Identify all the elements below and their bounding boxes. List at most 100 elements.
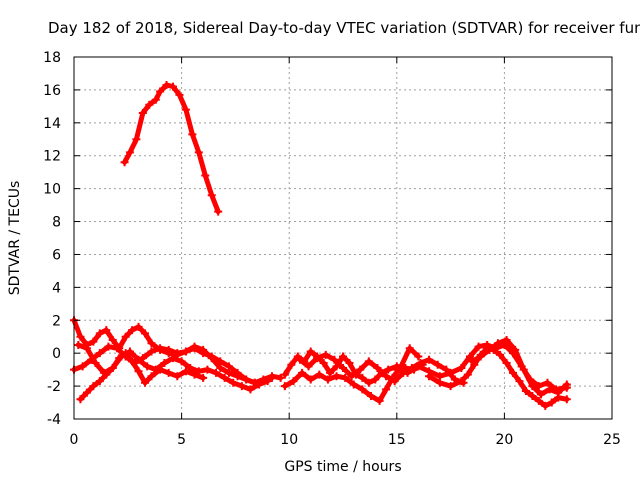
data-point <box>562 395 571 404</box>
data-point <box>102 370 111 379</box>
data-point <box>175 90 184 99</box>
data-point <box>295 355 304 364</box>
data-point <box>304 362 313 371</box>
data-point <box>216 363 225 372</box>
data-point <box>457 363 466 372</box>
data-point <box>164 345 173 354</box>
data-point <box>474 342 483 351</box>
data-point <box>345 359 354 368</box>
data-point <box>289 377 298 386</box>
data-point <box>435 378 444 387</box>
data-point <box>233 372 242 381</box>
data-point <box>347 372 356 381</box>
data-point <box>74 340 83 349</box>
data-point <box>349 380 358 389</box>
data-point <box>121 349 130 358</box>
data-point <box>156 87 165 96</box>
x-tick-label: 5 <box>177 432 186 448</box>
data-point <box>562 380 571 389</box>
data-point <box>280 370 289 379</box>
data-point <box>496 350 505 359</box>
plot-frame <box>73 56 613 420</box>
series-arc-j <box>468 336 571 399</box>
data-point <box>207 191 216 200</box>
data-point <box>164 368 173 377</box>
data-point <box>95 377 104 386</box>
data-point <box>493 339 502 348</box>
y-tick-label: 4 <box>52 280 61 296</box>
data-point <box>326 368 335 377</box>
data-point <box>214 207 223 216</box>
data-point <box>536 390 545 399</box>
y-tick-label: 0 <box>52 346 61 362</box>
data-point <box>276 373 285 382</box>
data-point <box>528 382 537 391</box>
data-point <box>358 385 367 394</box>
data-point <box>125 148 134 157</box>
data-point <box>115 354 124 363</box>
data-point <box>392 365 401 374</box>
y-tick-label: 2 <box>52 313 61 329</box>
data-point <box>554 388 563 397</box>
data-point <box>168 82 177 91</box>
data-point <box>147 372 156 381</box>
data-point <box>541 401 550 410</box>
data-point <box>199 373 208 382</box>
data-point <box>384 365 393 374</box>
series-arc-h <box>392 340 571 394</box>
y-tick-label: 10 <box>43 182 61 198</box>
data-point <box>414 362 423 371</box>
data-point <box>390 377 399 386</box>
data-point <box>356 365 365 374</box>
series-line <box>122 82 221 215</box>
data-point <box>382 385 391 394</box>
data-point <box>141 378 150 387</box>
data-point <box>188 130 197 139</box>
data-point <box>521 387 530 396</box>
data-point <box>145 100 154 109</box>
data-point <box>181 367 190 376</box>
data-point <box>405 344 414 353</box>
x-tick-label: 20 <box>495 432 513 448</box>
data-point <box>263 377 272 386</box>
data-point <box>128 326 137 335</box>
y-tick-label: 14 <box>43 116 61 132</box>
chart-title: Day 182 of 2018, Sidereal Day-to-day VTE… <box>48 19 640 37</box>
data-point <box>168 354 177 363</box>
data-point <box>121 332 130 341</box>
data-point <box>330 355 339 364</box>
data-point <box>89 382 98 391</box>
data-point <box>104 342 113 351</box>
data-point <box>319 359 328 368</box>
data-point <box>364 378 373 387</box>
data-point <box>476 352 485 361</box>
data-point <box>339 363 347 372</box>
data-point <box>364 357 373 366</box>
data-point <box>102 326 111 335</box>
data-point <box>132 135 141 144</box>
data-point <box>446 382 455 391</box>
data-point <box>76 395 85 404</box>
data-points <box>70 80 571 410</box>
data-point <box>177 357 186 366</box>
data-point <box>134 367 143 376</box>
data-point <box>141 329 150 338</box>
data-point <box>515 377 524 386</box>
data-point <box>321 350 330 359</box>
data-point <box>465 352 474 361</box>
data-point <box>151 95 160 104</box>
data-point <box>156 365 165 374</box>
data-point <box>82 344 91 353</box>
data-point <box>485 345 494 354</box>
data-point <box>511 345 520 354</box>
y-tick-label: 12 <box>43 149 61 165</box>
data-point <box>190 342 199 351</box>
x-tick-label: 0 <box>70 432 79 448</box>
y-axis-title: SDTVAR / TECUs <box>7 181 23 296</box>
series-arc-e <box>280 347 427 387</box>
data-point <box>128 357 137 366</box>
data-point <box>313 354 322 363</box>
series-arc-high <box>120 80 223 216</box>
series-arc-d <box>76 349 208 404</box>
